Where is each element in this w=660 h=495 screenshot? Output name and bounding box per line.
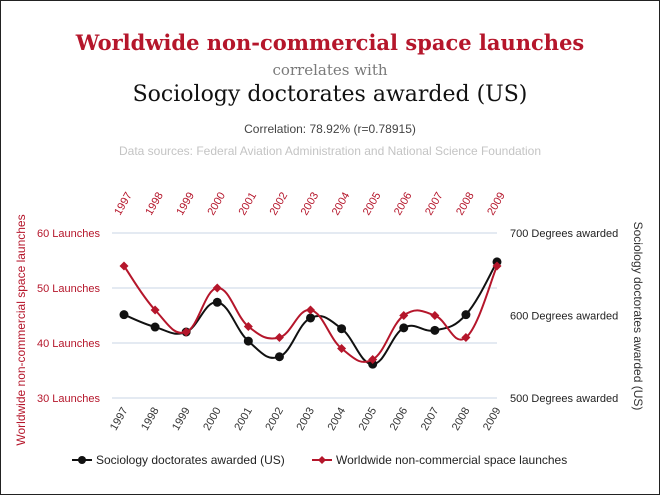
bottom-year-label: 1999 xyxy=(170,406,193,433)
data-point xyxy=(243,322,253,331)
data-point xyxy=(274,333,284,342)
legend: Sociology doctorates awarded (US) Worldw… xyxy=(72,453,567,467)
bottom-year-label: 2009 xyxy=(481,406,504,433)
left-axis-label: Worldwide non-commercial space launches xyxy=(14,214,28,445)
right-tick-label: 700 Degrees awarded xyxy=(510,228,618,240)
top-year-label: 2009 xyxy=(485,190,508,217)
title-bottom: Sociology doctorates awarded (US) xyxy=(132,82,528,107)
right-tick-label: 600 Degrees awarded xyxy=(510,311,618,323)
top-year-label: 2007 xyxy=(423,190,446,217)
bottom-year-label: 1997 xyxy=(108,406,131,433)
data-point xyxy=(368,359,378,369)
legend-item-sociology: Sociology doctorates awarded (US) xyxy=(72,453,285,467)
top-year-label: 2002 xyxy=(268,190,291,217)
data-point xyxy=(212,283,222,293)
data-point xyxy=(150,322,160,332)
data-point xyxy=(399,323,409,333)
data-point xyxy=(119,261,129,271)
top-year-label: 2001 xyxy=(237,190,260,217)
data-point xyxy=(461,310,471,320)
right-axis-label: Sociology doctorates awarded (US) xyxy=(631,222,645,411)
top-year-label: 1999 xyxy=(174,190,197,217)
data-point xyxy=(243,336,253,346)
top-year-label: 1998 xyxy=(143,190,166,217)
data-point xyxy=(306,305,315,315)
left-axis-ticks: 30 Launches 40 Launches 50 Launches 60 Laun… xyxy=(37,228,100,405)
bottom-axis-ticks: 1997 1998 1999 2000 2001 2002 2003 2004 2005 2006… xyxy=(108,406,504,433)
data-point xyxy=(337,324,347,334)
left-tick-label: 40 Launches xyxy=(37,338,100,350)
bottom-year-label: 2005 xyxy=(357,406,380,433)
data-point xyxy=(461,333,471,342)
data-point xyxy=(337,344,347,353)
series-group xyxy=(119,257,502,369)
bottom-year-label: 2002 xyxy=(263,406,286,433)
data-point xyxy=(119,310,129,320)
legend-label-launches: Worldwide non-commercial space launches xyxy=(336,453,567,467)
title-connector: correlates with xyxy=(272,61,388,79)
bottom-year-label: 2006 xyxy=(388,406,411,433)
right-tick-label: 500 Degrees awarded xyxy=(510,393,618,405)
legend-label-sociology: Sociology doctorates awarded (US) xyxy=(96,453,285,467)
title-top: Worldwide non-commercial space launches xyxy=(75,30,585,55)
bottom-year-label: 2004 xyxy=(326,406,349,433)
bottom-year-label: 1998 xyxy=(139,406,162,433)
data-point xyxy=(212,297,222,307)
data-point xyxy=(430,311,440,320)
bottom-year-label: 2007 xyxy=(419,406,442,433)
top-year-label: 2000 xyxy=(205,190,228,217)
top-year-label: 2006 xyxy=(392,190,415,217)
data-point xyxy=(306,313,315,323)
grid-lines xyxy=(112,232,497,399)
data-point xyxy=(368,355,378,364)
data-sources: Data sources: Federal Aviation Administr… xyxy=(118,144,542,158)
left-tick-label: 60 Launches xyxy=(37,228,100,240)
left-tick-label: 30 Launches xyxy=(37,393,100,405)
right-axis-ticks: 500 Degrees awarded 600 Degrees awarded 70… xyxy=(510,228,618,405)
data-point xyxy=(274,352,284,362)
top-year-label: 2003 xyxy=(299,190,322,217)
data-point xyxy=(430,325,440,335)
top-year-label: 2005 xyxy=(361,190,384,217)
top-year-label: 1997 xyxy=(112,190,135,217)
correlation-text: Correlation: 78.92% (r=0.78915) xyxy=(244,122,416,136)
bottom-year-label: 2001 xyxy=(232,406,255,433)
top-year-label: 2004 xyxy=(330,190,353,217)
bottom-year-label: 2008 xyxy=(450,406,473,433)
bottom-year-label: 2003 xyxy=(294,406,317,433)
data-point xyxy=(399,311,409,320)
data-point xyxy=(150,305,160,315)
top-year-label: 2008 xyxy=(454,190,477,217)
data-point xyxy=(181,327,191,337)
bottom-year-label: 2000 xyxy=(201,406,224,433)
data-point xyxy=(492,261,502,271)
left-tick-label: 50 Launches xyxy=(37,283,100,295)
legend-item-launches: Worldwide non-commercial space launches xyxy=(312,453,567,467)
series-launches xyxy=(119,261,502,364)
top-axis-ticks: 1997 1998 1999 2000 2001 2002 2003 2004 2005 2006… xyxy=(112,190,508,217)
